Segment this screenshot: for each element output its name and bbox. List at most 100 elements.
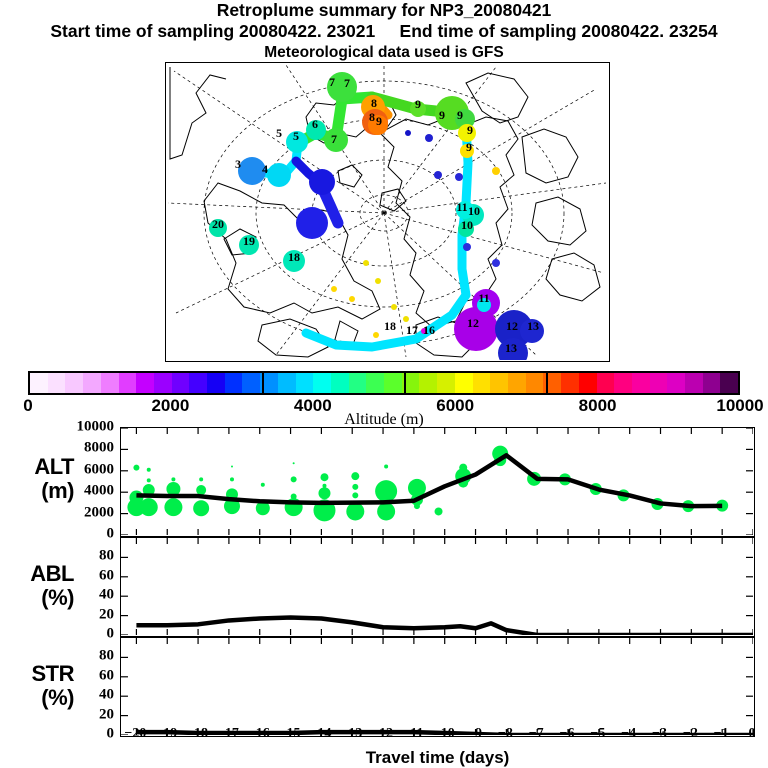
alt-bubble [166,481,181,496]
alt-bubble [413,503,420,510]
alt-mean-line [136,453,723,509]
colorbar-swatch [153,373,172,393]
colorbar-swatch [277,373,296,393]
alt-bubble [142,484,155,497]
colorbar-swatch [384,373,402,393]
x-tick-label: −9 [467,726,483,741]
map-day-label: 12 [506,319,518,333]
colorbar-swatch [47,373,66,393]
colorbar-axis-title: Altitude (m) [344,411,424,428]
colorbar-tick: 4000 [293,396,332,415]
alt-bubble [290,493,297,500]
colorbar-swatch [631,373,650,393]
colorbar-tick: 8000 [578,396,617,415]
y-tick-label: 8000 [84,439,114,456]
map-day-label: 9 [439,108,445,122]
x-tick-label: −7 [528,726,544,741]
y-tick-label: 6000 [84,461,114,478]
x-tick-label: −8 [497,726,513,741]
colorbar-swatch [596,373,615,393]
colorbar-swatch [171,373,190,393]
y-tick-label: 2000 [84,504,114,521]
alt-bubble [322,483,327,488]
alt-bubble [196,485,207,496]
y-tick-label: 10000 [76,418,115,435]
colorbar-swatch [454,373,473,393]
x-tick-label: −2 [682,726,698,741]
y-tick-label: 40 [99,686,114,703]
colorbar-divider [546,371,548,395]
colorbar-tick: 2000 [151,396,190,415]
map-day-label: 3 [235,157,241,171]
y-tick-label: 80 [99,547,114,564]
map-day-label: 8 [371,96,377,110]
alt-bubble [146,467,151,472]
map-day-label: 17 [406,323,418,337]
map-day-label: 9 [466,140,472,154]
x-tick-label: −16 [247,726,270,741]
alt-plot-svg [121,428,753,535]
alt-bubble [375,480,398,503]
y-tick-label: 40 [99,586,114,603]
alt-bubble [290,476,297,483]
y-tick-label: 0 [106,625,115,642]
alt-bubble [164,498,183,517]
map-day-label: 11 [478,291,489,305]
alt-bubble [133,464,140,471]
abl-line [136,615,753,635]
colorbar-swatch [667,373,686,393]
map-day-label: 5 [276,126,282,140]
page-title: Retroplume summary for NP3_20080421 [216,0,552,20]
y-tick-label: 4000 [84,482,114,499]
y-tick-label: 20 [99,706,114,723]
map-day-label: 7 [331,132,337,146]
alt-bubble [229,477,234,482]
x-axis-title: Travel time (days) [365,748,510,767]
colorbar-swatch [366,373,385,393]
colorbar-swatch [189,373,208,393]
alt-bubble [377,502,396,521]
map-day-label: 10 [468,204,480,218]
x-tick-label: −3 [652,726,667,741]
alt-bubble [459,463,468,472]
colorbar-tick: 10000 [716,396,764,415]
map-canvas: 3455677788999999101011111212131314151616… [167,64,607,360]
alt-bubble [351,472,360,481]
alt-bubble [716,499,729,512]
x-tick-label: −11 [402,726,424,741]
alt-bubble [434,507,443,516]
map-day-label: 19 [243,234,255,248]
str-panel-label: STR (%) [31,661,75,710]
map-day-label: 10 [461,218,473,232]
colorbar-swatch [83,373,101,393]
map-day-label: 7 [344,76,350,90]
map-day-label: 18 [288,250,300,264]
abl-plot-svg [121,538,753,635]
alt-panel-label: ALT (m) [34,454,74,503]
x-tick-label: 0 [748,726,756,741]
colorbar-tick: 6000 [436,396,475,415]
colorbar-swatch [330,373,349,393]
map-day-label: 20 [212,217,224,231]
x-tick-label: −18 [186,726,209,741]
title-block: Retroplume summary for NP3_20080421 Star… [0,0,768,63]
y-tick-label: 0 [106,525,115,542]
colorbar-swatch [419,373,438,393]
retroplume-map: 3455677788999999101011111212131314151616… [165,62,610,362]
colorbar-tick-labels: 0 2000 4000 6000 8000 10000 [0,396,768,416]
colorbar-swatch [525,373,544,393]
colorbar-swatch [118,373,137,393]
colorbar-swatch [472,373,491,393]
colorbar-swatch [242,373,261,393]
x-tick-label: −17 [216,726,239,741]
alt-bubble [318,487,331,500]
colorbar-swatch [401,373,420,393]
alt-bubble [346,502,365,521]
alt-bubble [255,501,270,516]
colorbar-swatch [720,373,739,393]
colorbar-container [28,371,740,395]
plume-blobs [209,72,544,360]
x-tick-label: −4 [621,726,637,741]
str-plot-svg [121,638,753,735]
colorbar-swatch [313,373,331,393]
